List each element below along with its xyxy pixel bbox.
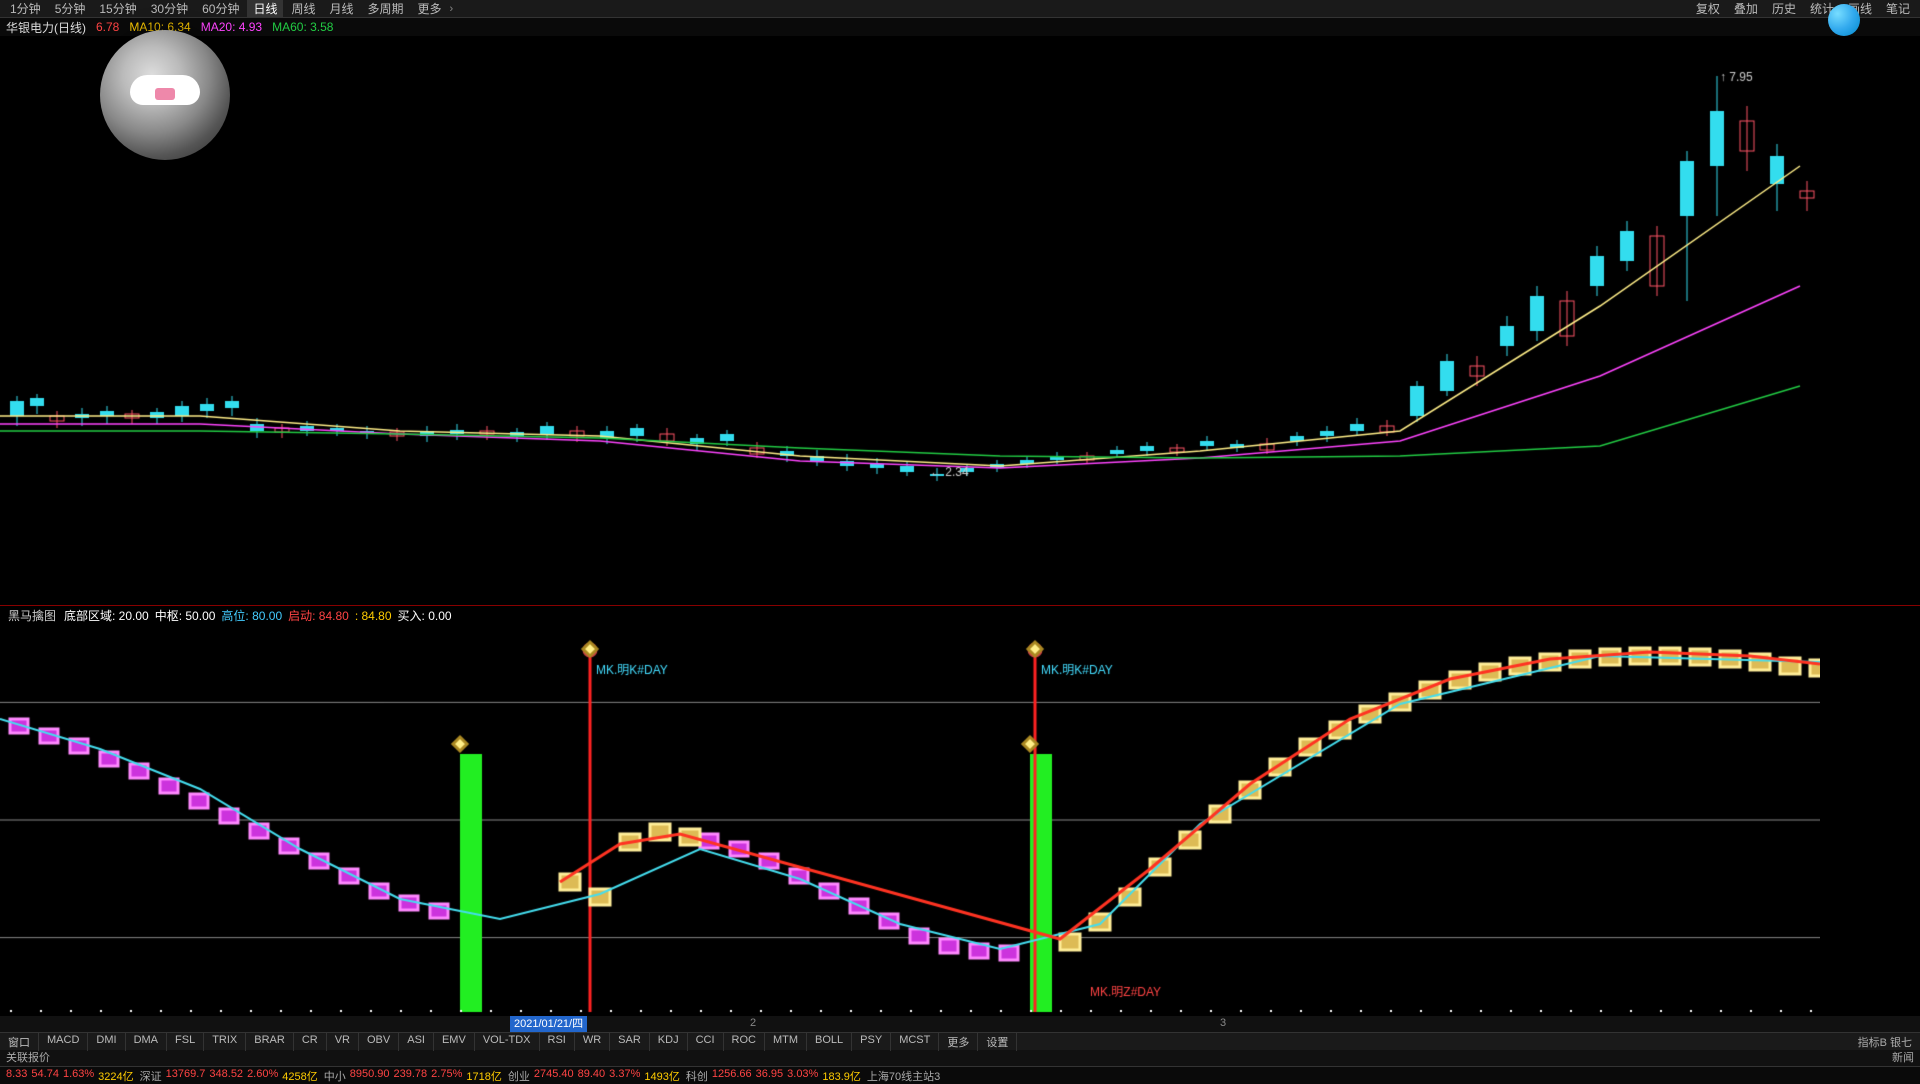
indicator-tab-CCI[interactable]: CCI [688,1033,724,1051]
indicator-tab-KDJ[interactable]: KDJ [650,1033,688,1051]
menu-复权[interactable]: 复权 [1690,0,1726,18]
indicator-tab-TRIX[interactable]: TRIX [204,1033,246,1051]
timeframe-周线[interactable]: 周线 [285,0,321,18]
date-highlight: 2021/01/21/四 [510,1016,587,1032]
indicator-tab-VOL-TDX[interactable]: VOL-TDX [475,1033,540,1051]
sub-indicator-name: 黑马擒图 [8,607,56,624]
status-line: 关联报价 新闻 [0,1050,1920,1066]
indicator-tab-VR[interactable]: VR [327,1033,359,1051]
timeframe-5分钟[interactable]: 5分钟 [49,0,92,18]
status-left[interactable]: 关联报价 [6,1052,50,1064]
ticker-group: 中小8950.90239.782.75%1718亿 [324,1068,502,1084]
timeframe-月线[interactable]: 月线 [323,0,359,18]
top-menu-right: 复权叠加历史统计画线笔记 [1690,0,1916,18]
indicator-tab-WR[interactable]: WR [575,1033,610,1051]
sub-indicator-header: 黑马擒图 底部区域: 20.00中枢: 50.00高位: 80.00启动: 84… [0,606,1920,624]
timeframe-1分钟[interactable]: 1分钟 [4,0,47,18]
indicator-tab-MACD[interactable]: MACD [39,1033,88,1051]
indicator-tab-PSY[interactable]: PSY [852,1033,891,1051]
timeframe-30分钟[interactable]: 30分钟 [145,0,194,18]
indicator-tab-窗口[interactable]: 窗口 [0,1033,39,1051]
indicator-tab-OBV[interactable]: OBV [359,1033,399,1051]
timeframe-15分钟[interactable]: 15分钟 [93,0,142,18]
ticker-group: 8.3354.741.63%3224亿 [6,1068,134,1084]
main-candlestick-chart[interactable] [0,36,1920,606]
indicator-tab-CR[interactable]: CR [294,1033,327,1051]
indicator-tabs: 窗口MACDDMIDMAFSLTRIXBRARCRVROBVASIEMVVOL-… [0,1032,1920,1050]
indicator-tab-MCST[interactable]: MCST [891,1033,939,1051]
indicator-tab-ASI[interactable]: ASI [399,1033,434,1051]
sub-indicator-chart[interactable] [0,624,1920,1016]
date-axis: 232021/01/21/四 [0,1016,1920,1032]
stock-info-bar: 华银电力(日线) 6.78 MA10: 6.34 MA20: 4.93 MA60… [0,18,1920,36]
chevron-right-icon: › [450,3,454,15]
menu-笔记[interactable]: 笔记 [1880,0,1916,18]
indicator-tab-更多[interactable]: 更多 [939,1033,978,1051]
indicator-tab-FSL[interactable]: FSL [167,1033,204,1051]
market-ticker: 8.3354.741.63%3224亿深证13769.7348.522.60%4… [0,1066,1920,1084]
indicator-tab-ROC[interactable]: ROC [724,1033,765,1051]
indicator-tab-EMV[interactable]: EMV [434,1033,475,1051]
stock-price: 6.78 [96,20,119,34]
ticker-group: 科创1256.6636.953.03%183.9亿 [686,1068,861,1084]
timeframe-更多[interactable]: 更多 [412,0,448,18]
indicator-tab-设置[interactable]: 设置 [978,1033,1017,1051]
status-right[interactable]: 新闻 [1892,1050,1914,1066]
ma60: MA60: 3.58 [272,20,333,34]
indicator-tab-RSI[interactable]: RSI [540,1033,575,1051]
indicator-tab-SAR[interactable]: SAR [610,1033,650,1051]
timeframe-group: 1分钟5分钟15分钟30分钟60分钟日线周线月线多周期更多› [4,0,453,18]
sub-indicator-values: 底部区域: 20.00中枢: 50.00高位: 80.00启动: 84.80: … [64,607,458,624]
indicator-tab-BRAR[interactable]: BRAR [246,1033,294,1051]
stock-name: 华银电力(日线) [6,19,86,36]
menu-历史[interactable]: 历史 [1766,0,1802,18]
indicator-tab-DMI[interactable]: DMI [88,1033,125,1051]
avatar-overlay [100,30,230,160]
ticker-group: 上海70线主站3 [867,1068,940,1084]
indicator-right-label: 指标B 银七 [1858,1034,1912,1050]
timeframe-日线[interactable]: 日线 [247,0,283,18]
top-bar: 1分钟5分钟15分钟30分钟60分钟日线周线月线多周期更多› 复权叠加历史统计画… [0,0,1920,18]
ticker-group: 深证13769.7348.522.60%4258亿 [140,1068,318,1084]
ma20: MA20: 4.93 [201,20,262,34]
timeframe-多周期[interactable]: 多周期 [362,0,410,18]
blue-circle-icon[interactable] [1828,4,1860,36]
indicator-tab-DMA[interactable]: DMA [126,1033,167,1051]
menu-叠加[interactable]: 叠加 [1728,0,1764,18]
ticker-group: 创业2745.4089.403.37%1493亿 [508,1068,680,1084]
timeframe-60分钟[interactable]: 60分钟 [196,0,245,18]
indicator-tab-MTM[interactable]: MTM [765,1033,807,1051]
indicator-tab-BOLL[interactable]: BOLL [807,1033,852,1051]
